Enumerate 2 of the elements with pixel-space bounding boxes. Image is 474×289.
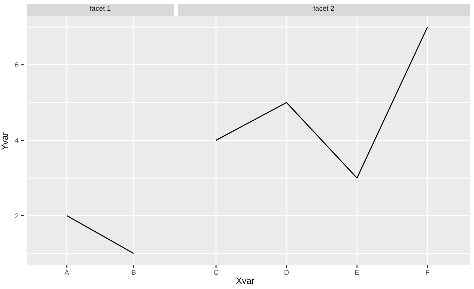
x-axis-title: Xvar (235, 276, 256, 286)
y-axis-title: Yvar (0, 132, 10, 150)
